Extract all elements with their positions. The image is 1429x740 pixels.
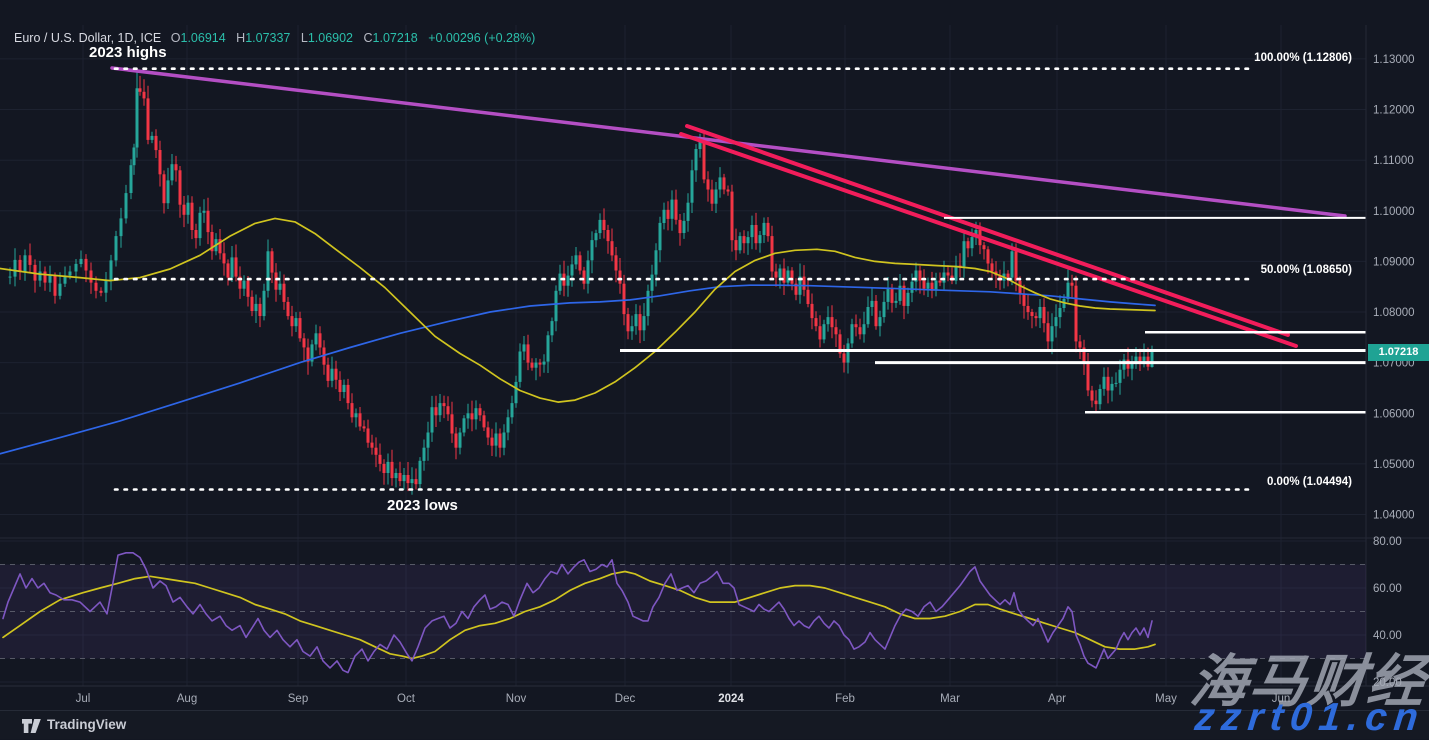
high-value: 1.07337	[245, 31, 291, 45]
svg-text:1.08000: 1.08000	[1373, 307, 1415, 319]
horizontal-price-lines[interactable]	[620, 216, 1366, 414]
svg-text:1.09000: 1.09000	[1373, 256, 1415, 268]
svg-text:2024: 2024	[718, 693, 744, 705]
pink-channel-lower	[679, 132, 1298, 348]
svg-text:60.00: 60.00	[1373, 583, 1402, 595]
trendlines[interactable]	[110, 66, 1347, 348]
change-value: +0.00296 (+0.28%)	[428, 31, 536, 45]
pink-channel-upper	[685, 124, 1290, 337]
tradingview-brand-text[interactable]: TradingView	[47, 717, 127, 732]
footer-bar: TradingView	[0, 710, 1429, 739]
svg-text:1.13000: 1.13000	[1373, 54, 1415, 66]
close-value: 1.07218	[372, 31, 418, 45]
svg-text:1.11000: 1.11000	[1373, 155, 1414, 167]
watermark-site-text: zzrt01.cn	[1192, 696, 1428, 739]
close-label: C	[363, 31, 373, 45]
annotation-2023-lows[interactable]: 2023 lows	[387, 497, 458, 514]
low-label: L	[300, 31, 308, 45]
svg-text:1.05000: 1.05000	[1373, 459, 1415, 471]
symbol-title[interactable]: Euro / U.S. Dollar, 1D, ICE	[14, 31, 162, 45]
moving-averages	[0, 217, 1156, 455]
svg-text:May: May	[1155, 693, 1177, 705]
symbol-legend[interactable]: Euro / U.S. Dollar, 1D, ICE O1.06914 H1.…	[14, 31, 535, 45]
svg-text:Feb: Feb	[835, 693, 855, 705]
svg-text:Oct: Oct	[397, 693, 416, 705]
time-axis[interactable]: Jul Aug Sep Oct Nov Dec 2024 Feb Mar Apr May Jun	[76, 693, 1291, 705]
svg-text:80.00: 80.00	[1373, 536, 1402, 548]
fib-label-50[interactable]: 50.00% (1.08650)	[1260, 264, 1352, 276]
svg-text:20.00: 20.00	[1373, 677, 1402, 689]
candlestick-series[interactable]	[8, 68, 1154, 495]
last-price-badge[interactable]: 1.07218	[1368, 344, 1429, 361]
rsi-pane[interactable]	[0, 552, 1366, 674]
svg-text:Jul: Jul	[76, 693, 91, 705]
svg-text:1.04000: 1.04000	[1373, 510, 1415, 522]
svg-text:Mar: Mar	[940, 693, 960, 705]
fib-retracement-lines[interactable]	[113, 67, 1255, 491]
svg-text:Dec: Dec	[615, 693, 636, 705]
grid-lines	[0, 25, 1366, 686]
svg-text:Aug: Aug	[177, 693, 197, 705]
tradingview-logo-icon[interactable]	[22, 718, 42, 734]
svg-text:Jun: Jun	[1272, 693, 1291, 705]
low-value: 1.06902	[307, 31, 354, 45]
svg-text:Sep: Sep	[288, 693, 308, 705]
open-label: O	[170, 31, 181, 45]
fib-label-100[interactable]: 100.00% (1.12806)	[1254, 52, 1352, 64]
open-value: 1.06914	[180, 31, 226, 45]
svg-text:1.06000: 1.06000	[1373, 408, 1415, 420]
annotation-2023-highs[interactable]: 2023 highs	[89, 44, 167, 61]
svg-text:40.00: 40.00	[1373, 630, 1402, 642]
price-axis[interactable]: 1.13000 1.12000 1.11000 1.10000 1.09000 1.080…	[1373, 54, 1415, 689]
svg-text:1.10000: 1.10000	[1373, 206, 1415, 218]
svg-text:1.12000: 1.12000	[1373, 105, 1415, 117]
fib-label-0[interactable]: 0.00% (1.04494)	[1266, 476, 1352, 488]
svg-text:Nov: Nov	[506, 693, 527, 705]
high-label: H	[236, 31, 246, 45]
svg-text:Apr: Apr	[1048, 693, 1066, 705]
